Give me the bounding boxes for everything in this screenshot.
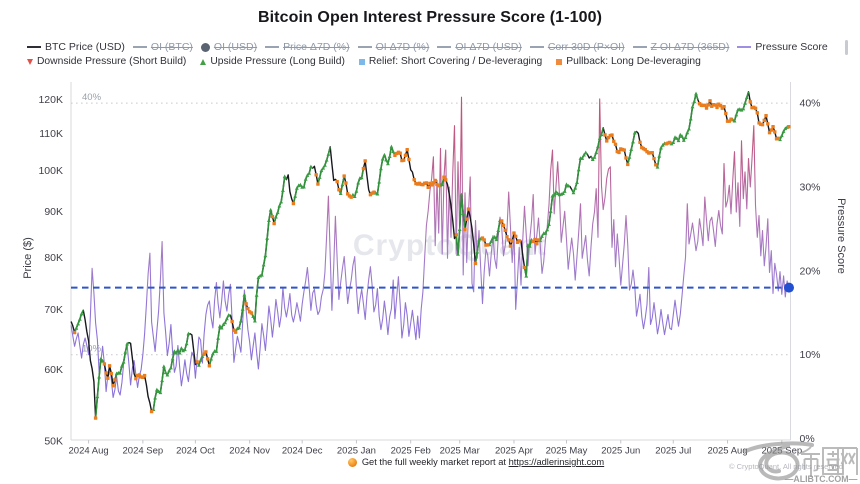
left-tick-90: 90K: [44, 206, 63, 218]
legend-scrollbar[interactable]: [845, 40, 848, 55]
x-tick-2024-oct: 2024 Oct: [176, 446, 215, 457]
pullback-markers: [72, 99, 791, 420]
right-tick-10: 10%: [800, 349, 821, 361]
pressure-score-line: [70, 96, 790, 399]
x-tick-2024-dec: 2024 Dec: [282, 446, 323, 457]
legend-item-downside-pressure-short-build[interactable]: Downside Pressure (Short Build): [27, 56, 186, 67]
chart-title: Bitcoin Open Interest Pressure Score (1-…: [257, 9, 603, 26]
legend-label: Relief: Short Covering / De-leveraging: [368, 56, 543, 67]
tri-up-icon: [200, 58, 207, 65]
legend-item-z-oi-7d-365d[interactable]: Z OI Δ7D (365D): [632, 41, 730, 53]
legend-item-oi-btc[interactable]: OI (BTC): [132, 41, 193, 53]
threshold-label-10: 10%: [82, 344, 102, 355]
circle-icon: [200, 42, 210, 52]
copyright-note: © CryptoQuant. All rights reserved: [729, 462, 843, 471]
x-tick-2025-jan: 2025 Jan: [337, 446, 376, 457]
badge-domain-text: —ALIBTC.COM—: [785, 474, 858, 484]
legend-item-upside-pressure-long-build[interactable]: Upside Pressure (Long Build): [200, 56, 345, 67]
dash-icon: [529, 46, 544, 48]
dash-icon: [632, 46, 647, 48]
legend-label: OI Δ7D (%): [375, 41, 430, 53]
legend-label: Pressure Score: [755, 41, 828, 53]
left-tick-120: 120K: [38, 94, 63, 106]
legend-item-corr-30d-p-oi[interactable]: Corr 30D (P×OI): [529, 41, 625, 53]
dash-icon: [437, 46, 452, 48]
alibtc-watermark-badge: —ALIBTC.COM—: [744, 441, 858, 484]
x-tick-2025-jul: 2025 Jul: [655, 446, 691, 457]
orange-dot-icon: [347, 457, 357, 467]
legend-label: Z OI Δ7D (365D): [650, 41, 730, 53]
footer-link[interactable]: https://adlerinsight.com: [508, 457, 605, 467]
x-tick-2025-feb: 2025 Feb: [391, 446, 431, 457]
right-tick-20: 20%: [800, 265, 821, 277]
dash-icon: [265, 46, 280, 48]
x-tick-2025-may: 2025 May: [546, 446, 588, 457]
right-tick-40: 40%: [800, 98, 821, 110]
current-pressure-dot: [784, 282, 794, 293]
dash-icon: [132, 46, 147, 48]
legend-row-series: BTC Price (USD) OI (BTC) OI (USD) Price Δ7D…: [27, 41, 828, 53]
footer-note: Get the full weekly market report at htt…: [46, 457, 860, 467]
x-tick-2024-nov: 2024 Nov: [229, 446, 270, 457]
legend-item-pullback-long-de-leveraging[interactable]: Pullback: Long De-leveraging: [556, 56, 701, 67]
legend-item-oi-7d[interactable]: OI Δ7D (%): [357, 41, 430, 53]
legend-item-pressure-score[interactable]: Pressure Score: [737, 41, 828, 53]
tri-down-icon: [27, 58, 33, 65]
legend-label: BTC Price (USD): [45, 41, 125, 53]
footer-text: Get the full weekly market report at: [361, 457, 509, 467]
legend-label: Pullback: Long De-leveraging: [566, 56, 701, 67]
x-tick-2025-jun: 2025 Jun: [601, 446, 640, 457]
threshold-label-40: 40%: [82, 92, 102, 103]
left-tick-50: 50K: [44, 435, 63, 447]
legend-item-oi-usd[interactable]: OI (USD): [200, 41, 258, 53]
legend-label: Downside Pressure (Short Build): [37, 56, 187, 67]
legend-label: OI Δ7D (USD): [455, 41, 522, 53]
right-tick-30: 30%: [800, 181, 821, 193]
legend-label: Price Δ7D (%): [283, 41, 350, 53]
legend-label: OI (USD): [213, 41, 258, 53]
legend-row-markers: Downside Pressure (Short Build) Upside Pr…: [27, 56, 701, 67]
legend-label: Corr 30D (P×OI): [547, 41, 625, 53]
legend-item-oi-7d-usd[interactable]: OI Δ7D (USD): [437, 41, 522, 53]
legend-item-price-7d[interactable]: Price Δ7D (%): [265, 41, 350, 53]
x-tick-2025-mar: 2025 Mar: [440, 446, 480, 457]
square-icon: [556, 58, 563, 65]
left-tick-80: 80K: [44, 252, 63, 264]
left-tick-70: 70K: [44, 304, 63, 316]
square-icon: [358, 58, 365, 65]
x-tick-2024-aug: 2024 Aug: [69, 446, 109, 457]
upside-markers: [74, 91, 789, 411]
left-tick-60: 60K: [44, 364, 63, 376]
legend-item-relief-short-covering-de-leveraging[interactable]: Relief: Short Covering / De-leveraging: [358, 56, 543, 67]
x-tick-2024-sep: 2024 Sep: [123, 446, 164, 457]
legend-item-btc-price-usd[interactable]: BTC Price (USD): [27, 41, 125, 53]
dash-icon: [357, 46, 372, 48]
btc-price-line: [70, 91, 790, 419]
left-tick-110: 110K: [39, 128, 63, 140]
dash-icon: [737, 46, 752, 48]
dash-icon: [27, 46, 41, 48]
left-tick-100: 100K: [38, 165, 63, 177]
x-tick-2025-aug: 2025 Aug: [707, 446, 747, 457]
x-tick-2025-apr: 2025 Apr: [495, 446, 533, 457]
legend-label: Upside Pressure (Long Build): [210, 56, 345, 67]
legend-label: OI (BTC): [150, 41, 193, 53]
